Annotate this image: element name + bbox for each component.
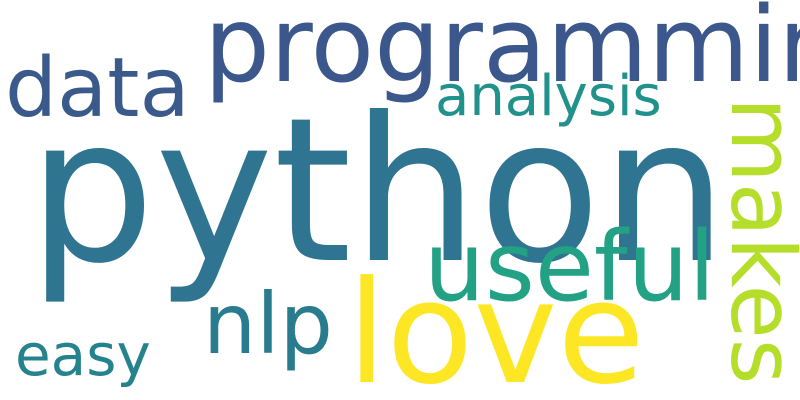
word-nlp: nlp — [203, 275, 333, 373]
word-analysis: analysis — [435, 64, 662, 129]
word-love: love — [347, 251, 645, 400]
word-python: python — [28, 75, 728, 308]
word-data: data — [5, 41, 190, 136]
word-programming: programming — [204, 0, 800, 106]
word-useful: useful — [424, 211, 716, 323]
word-easy: easy — [15, 321, 151, 389]
word-makes: makes — [711, 97, 800, 385]
